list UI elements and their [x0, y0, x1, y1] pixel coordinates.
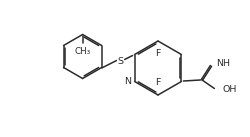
- Text: F: F: [155, 49, 160, 58]
- Text: NH: NH: [216, 59, 230, 68]
- Text: S: S: [117, 57, 123, 66]
- Text: N: N: [124, 77, 131, 86]
- Text: F: F: [155, 78, 160, 87]
- Text: OH: OH: [222, 85, 236, 94]
- Text: CH₃: CH₃: [74, 48, 90, 56]
